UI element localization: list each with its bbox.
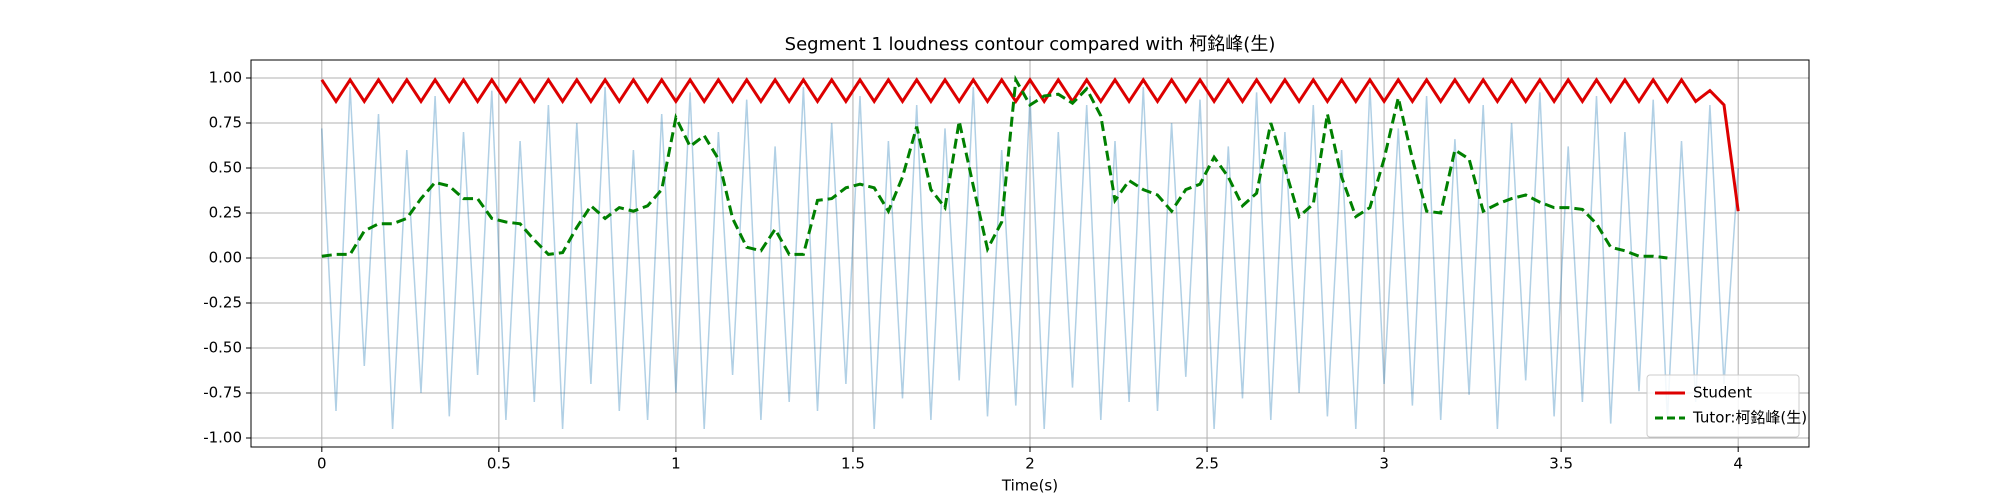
legend-label: Tutor:柯銘峰(生) [1692, 409, 1807, 427]
x-tick-label: 1 [671, 455, 681, 473]
x-tick-label: 4 [1733, 455, 1743, 473]
y-tick-label: 0.25 [209, 204, 242, 222]
y-tick-label: 0.75 [209, 114, 242, 132]
x-axis-label: Time(s) [1001, 477, 1058, 495]
x-tick-label: 3 [1379, 455, 1389, 473]
y-tick-label: -0.50 [203, 339, 242, 357]
x-tick-label: 0.5 [487, 455, 511, 473]
x-tick-label: 1.5 [841, 455, 865, 473]
y-tick-label: -1.00 [203, 429, 242, 447]
y-tick-label: 0.00 [209, 249, 242, 267]
plot-frame [250, 59, 1810, 448]
series-line [320, 77, 1740, 212]
chart-title: Segment 1 loudness contour compared with… [785, 34, 1276, 55]
y-tick-label: 1.00 [209, 69, 242, 87]
series-line [321, 74, 1668, 260]
waveform [321, 86, 1739, 430]
x-tick-label: 2.5 [1195, 455, 1219, 473]
x-tick-label: 3.5 [1549, 455, 1573, 473]
x-tick-label: 2 [1025, 455, 1035, 473]
y-tick-label: -0.25 [203, 294, 242, 312]
legend-label: Student [1693, 384, 1752, 402]
legend-box [1646, 374, 1800, 438]
legend: Student Tutor:柯銘峰(生) [1646, 374, 1807, 438]
x-tick-label: 0 [317, 455, 327, 473]
y-tick-label: -0.75 [203, 384, 242, 402]
y-tick-label: 0.50 [209, 159, 242, 177]
